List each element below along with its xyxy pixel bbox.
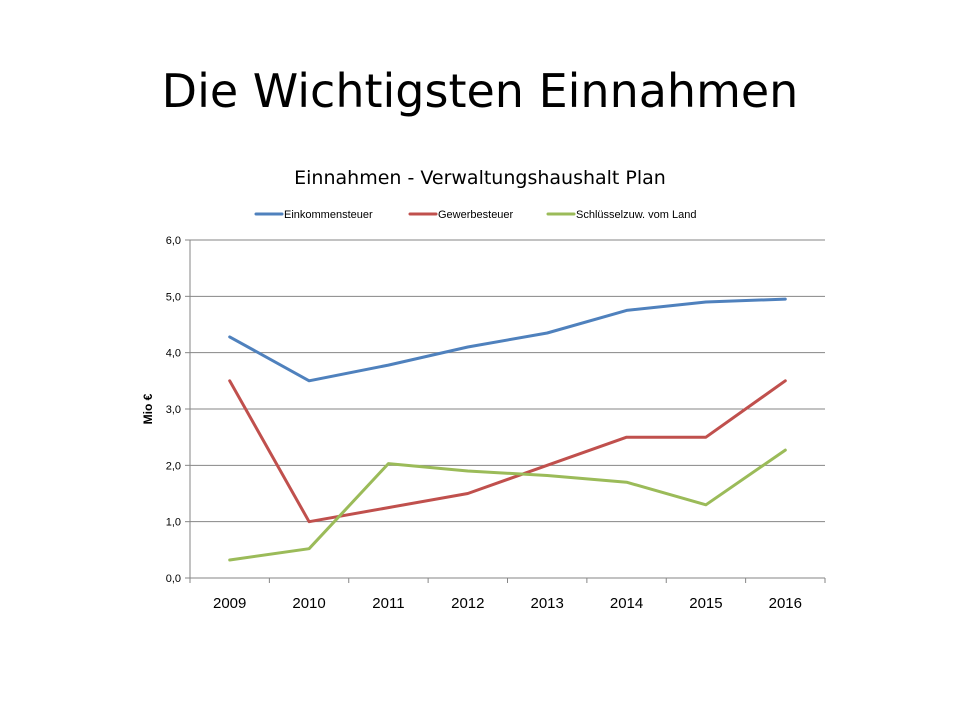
y-tick-label: 4,0 bbox=[166, 348, 181, 360]
y-tick-label: 5,0 bbox=[166, 291, 181, 303]
legend-entry: Gewerbesteuer bbox=[438, 209, 514, 221]
chart-title: Einnahmen - Verwaltungshaushalt Plan bbox=[294, 167, 666, 189]
x-tick-label: 2014 bbox=[610, 595, 643, 612]
y-tick-label: 3,0 bbox=[166, 404, 181, 416]
chart-gridlines bbox=[185, 239, 825, 579]
y-tick-label: 0,0 bbox=[166, 573, 181, 585]
x-tick-label: 2012 bbox=[451, 595, 484, 612]
legend-entry: Einkommensteuer bbox=[284, 209, 373, 221]
y-tick-label: 2,0 bbox=[166, 460, 181, 472]
x-tick-label: 2011 bbox=[372, 595, 404, 612]
series-line bbox=[228, 379, 787, 524]
y-axis-label: Mio € bbox=[141, 393, 155, 424]
x-tick-label: 2009 bbox=[213, 595, 246, 612]
x-tick-label: 2013 bbox=[531, 595, 564, 612]
y-tick-label: 1,0 bbox=[166, 517, 181, 529]
x-tick-label: 2010 bbox=[292, 595, 325, 612]
x-tick-labels: 2009 2010 2011 2012 2013 2014 2015 2016 bbox=[213, 595, 802, 612]
y-tick-label: 6,0 bbox=[166, 235, 181, 247]
chart-series bbox=[228, 297, 787, 562]
x-tick-label: 2016 bbox=[769, 595, 802, 612]
series-line bbox=[228, 448, 787, 562]
x-tick-label: 2015 bbox=[689, 595, 722, 612]
chart-legend: Einkommensteuer Gewerbesteuer Schlüsselzuw… bbox=[254, 209, 696, 221]
series-line bbox=[228, 297, 787, 383]
chart-axes bbox=[189, 240, 826, 583]
y-tick-labels: 0,0 1,0 2,0 3,0 4,0 5,0 6,0 bbox=[166, 235, 181, 585]
slide-title: Die Wichtigsten Einnahmen bbox=[161, 64, 799, 118]
legend-entry: Schlüsselzuw. vom Land bbox=[576, 209, 696, 221]
